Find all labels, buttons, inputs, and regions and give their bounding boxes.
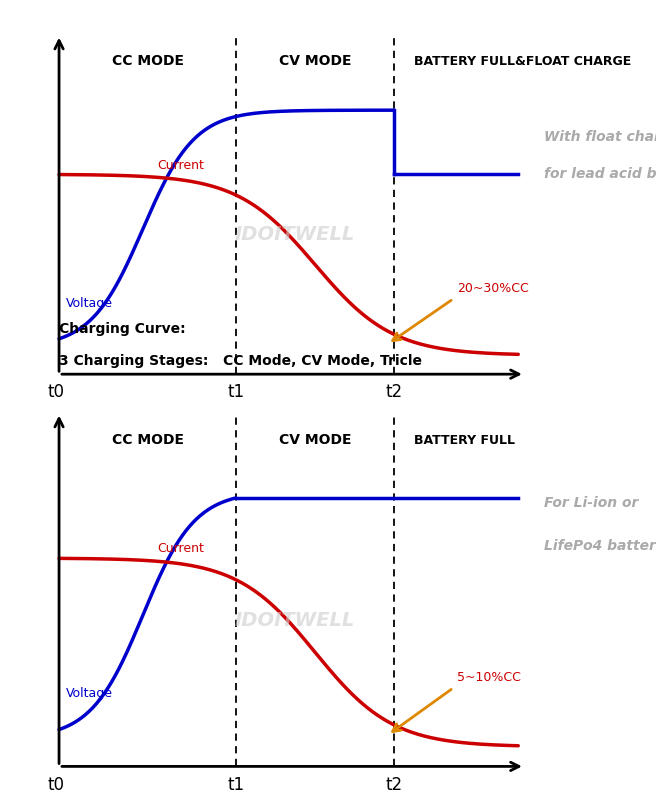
Text: BATTERY FULL: BATTERY FULL <box>414 434 515 447</box>
Text: 5~10%CC: 5~10%CC <box>457 671 521 684</box>
Text: t1: t1 <box>228 383 245 401</box>
Text: BATTERY FULL&FLOAT CHARGE: BATTERY FULL&FLOAT CHARGE <box>414 55 631 67</box>
Text: With float charge: With float charge <box>544 129 656 144</box>
Text: Charging Curve:: Charging Curve: <box>59 322 186 337</box>
Text: t1: t1 <box>228 776 245 794</box>
Text: t2: t2 <box>386 776 403 794</box>
Text: LifePo4 battery: LifePo4 battery <box>544 539 656 553</box>
Text: for lead acid battery: for lead acid battery <box>544 168 656 181</box>
Text: IDOITWELL: IDOITWELL <box>235 225 356 244</box>
Text: t0: t0 <box>47 776 64 794</box>
Text: t0: t0 <box>47 383 64 401</box>
Text: Current: Current <box>157 159 204 172</box>
Text: CC MODE: CC MODE <box>112 434 184 447</box>
Text: t2: t2 <box>386 383 403 401</box>
Text: Current: Current <box>157 542 204 555</box>
Text: CV MODE: CV MODE <box>279 54 352 68</box>
Text: Voltage: Voltage <box>66 297 113 310</box>
Text: 3 Charging Stages:   CC Mode, CV Mode, Tricle: 3 Charging Stages: CC Mode, CV Mode, Tri… <box>59 354 422 368</box>
Text: For Li-ion or: For Li-ion or <box>544 496 639 510</box>
Text: IDOITWELL: IDOITWELL <box>235 611 356 630</box>
Text: CV MODE: CV MODE <box>279 434 352 447</box>
Text: Voltage: Voltage <box>66 687 113 700</box>
Text: CC MODE: CC MODE <box>112 54 184 68</box>
Text: 20~30%CC: 20~30%CC <box>457 282 529 295</box>
